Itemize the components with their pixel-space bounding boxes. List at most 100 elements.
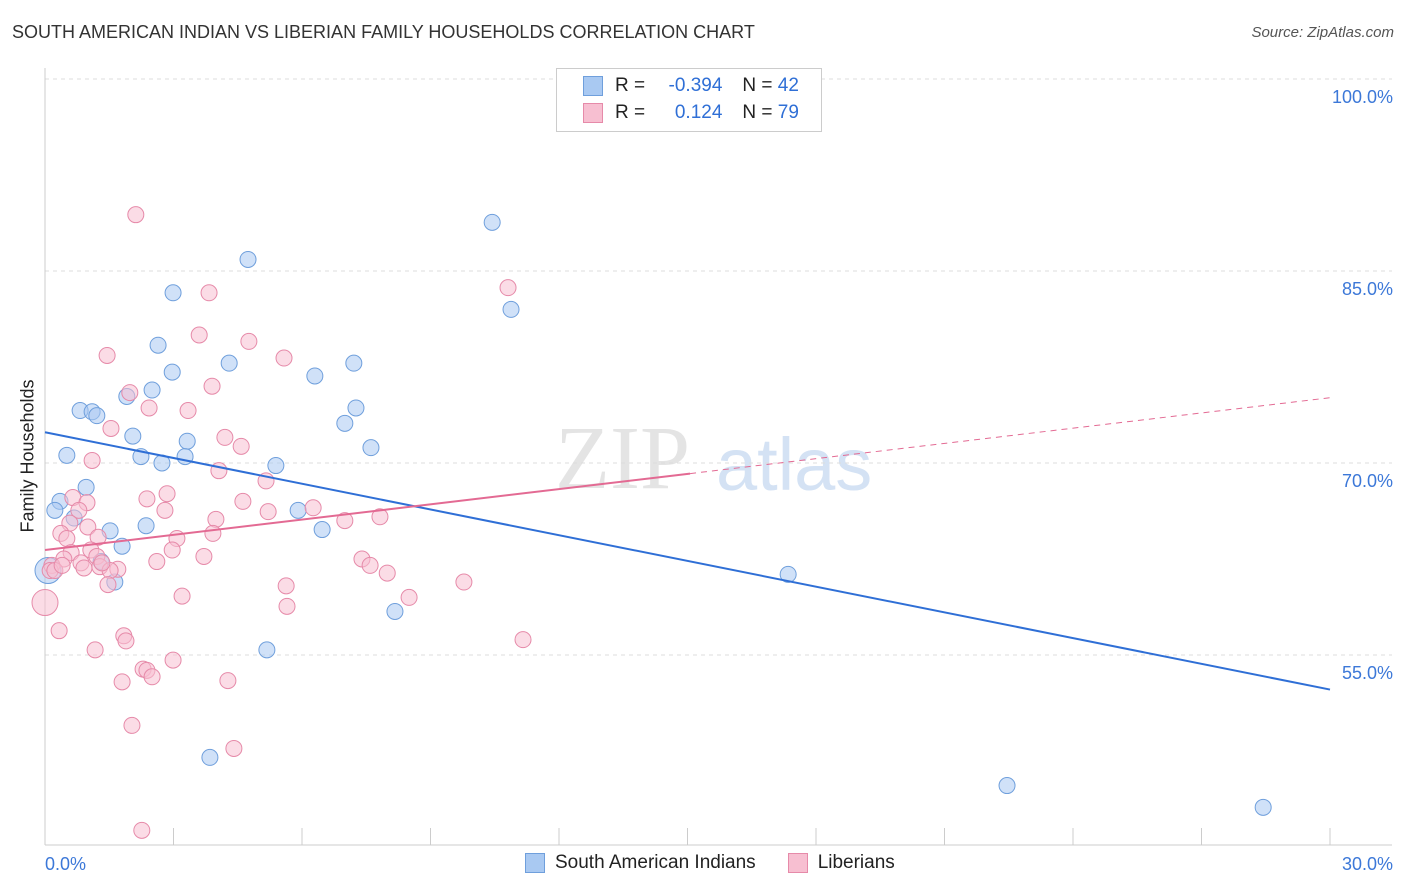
point-liberians — [163, 541, 181, 559]
point-liberians — [102, 419, 120, 437]
point-south-american-indians — [143, 381, 161, 399]
series-legend: South American Indians Liberians — [525, 852, 895, 874]
point-south-american-indians — [220, 354, 238, 372]
point-south-american-indians — [201, 748, 219, 766]
point-south-american-indians — [77, 478, 95, 496]
legend-label-liberians: Liberians — [817, 852, 895, 873]
point-liberians — [143, 668, 161, 686]
chart-source: Source: ZipAtlas.com — [1251, 24, 1394, 41]
trendline-liberians — [44, 472, 691, 552]
point-liberians — [117, 632, 135, 650]
r-value: 0.124 — [674, 102, 723, 123]
point-liberians — [70, 501, 88, 519]
point-liberians — [164, 651, 182, 669]
point-liberians — [53, 556, 71, 574]
point-liberians — [158, 485, 176, 503]
point-liberians — [514, 631, 532, 649]
point-liberians — [203, 377, 221, 395]
n-label: N = — [742, 75, 773, 96]
point-south-american-indians — [1254, 798, 1272, 816]
point-south-american-indians — [163, 363, 181, 381]
point-liberians — [50, 622, 68, 640]
point-liberians — [58, 530, 76, 548]
point-liberians — [140, 399, 158, 417]
x-tick-label-max: 30.0% — [1342, 854, 1393, 874]
n-value: 79 — [777, 102, 799, 123]
point-liberians — [378, 564, 396, 582]
point-liberians — [234, 492, 252, 510]
point-liberians — [133, 821, 151, 839]
point-south-american-indians — [137, 517, 155, 535]
r-label: R = — [615, 75, 646, 96]
legend-row-south-american-indians: R = -0.394 N = 42 — [583, 74, 799, 98]
point-south-american-indians — [779, 565, 797, 583]
r-value: -0.394 — [668, 75, 723, 96]
point-liberians — [219, 672, 237, 690]
y-tick-label: 100.0% — [1332, 87, 1393, 107]
point-liberians — [240, 332, 258, 350]
point-south-american-indians — [267, 457, 285, 475]
point-liberians — [190, 326, 208, 344]
point-liberians — [216, 428, 234, 446]
y-tick-label: 70.0% — [1342, 471, 1393, 491]
point-liberians — [455, 573, 473, 591]
point-south-american-indians — [336, 414, 354, 432]
point-liberians — [98, 346, 116, 364]
y-axis-label: Family Households — [17, 379, 38, 533]
point-south-american-indians — [289, 501, 307, 519]
point-liberians — [336, 512, 354, 530]
point-liberians — [148, 553, 166, 571]
legend-label-south-american-indians: South American Indians — [555, 852, 756, 873]
point-liberians — [207, 510, 225, 528]
point-south-american-indians — [124, 427, 142, 445]
legend-swatch-pink — [787, 853, 808, 873]
point-liberians — [371, 508, 389, 526]
n-label: N = — [742, 102, 773, 123]
point-south-american-indians — [483, 213, 501, 231]
point-south-american-indians — [345, 354, 363, 372]
point-liberians — [83, 451, 101, 469]
chart-title: SOUTH AMERICAN INDIAN VS LIBERIAN FAMILY… — [12, 22, 755, 42]
point-liberians — [173, 587, 191, 605]
point-south-american-indians — [502, 300, 520, 318]
point-south-american-indians — [347, 399, 365, 417]
point-liberians — [86, 641, 104, 659]
point-liberians — [123, 716, 141, 734]
point-liberians — [127, 206, 145, 224]
point-south-american-indians — [998, 777, 1016, 795]
point-south-american-indians — [258, 641, 276, 659]
point-south-american-indians — [58, 446, 76, 464]
point-liberians — [277, 577, 295, 595]
x-tick-label-min: 0.0% — [45, 854, 86, 874]
watermark-atlas: atlas — [716, 423, 872, 506]
point-liberians — [99, 576, 117, 594]
point-south-american-indians — [306, 367, 324, 385]
point-liberians — [278, 597, 296, 615]
point-liberians — [304, 499, 322, 517]
point-south-american-indians — [386, 602, 404, 620]
point-liberians — [31, 589, 59, 617]
stats-legend: R = -0.394 N = 42 R = 0.124 N = 79 — [556, 68, 822, 132]
point-south-american-indians — [362, 439, 380, 457]
point-liberians — [195, 547, 213, 565]
point-liberians — [232, 437, 250, 455]
point-liberians — [121, 384, 139, 402]
point-liberians — [89, 528, 107, 546]
legend-swatch-blue — [525, 853, 545, 873]
point-south-american-indians — [149, 336, 167, 354]
point-liberians — [225, 739, 243, 757]
point-liberians — [275, 349, 293, 367]
n-value: 42 — [777, 75, 799, 96]
point-south-american-indians — [178, 432, 196, 450]
point-liberians — [499, 279, 517, 297]
point-liberians — [361, 556, 379, 574]
point-liberians — [400, 588, 418, 606]
point-liberians — [79, 518, 97, 536]
legend-swatch-pink — [583, 103, 603, 123]
point-liberians — [138, 490, 156, 508]
y-tick-label: 85.0% — [1342, 279, 1393, 299]
point-south-american-indians — [239, 250, 257, 268]
trendline-south-american-indians — [44, 431, 1331, 691]
